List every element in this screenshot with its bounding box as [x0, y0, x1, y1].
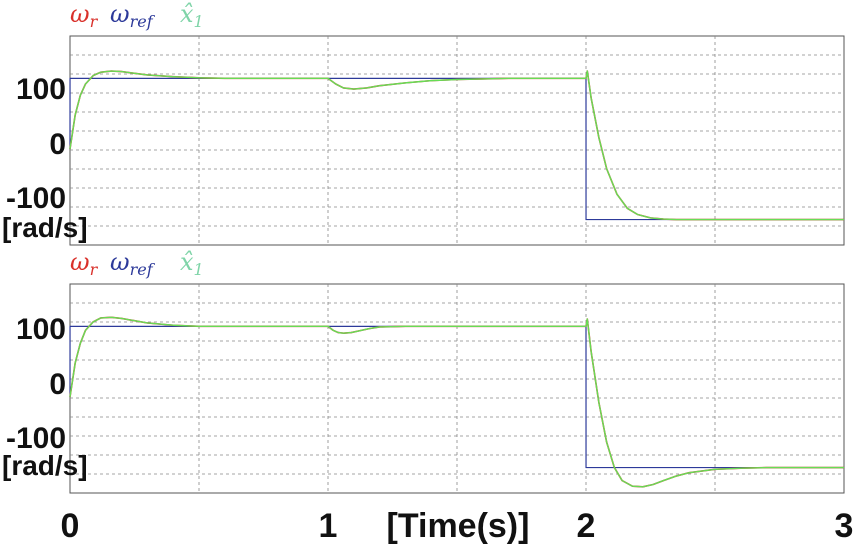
series-line-3 [69, 70, 844, 221]
y-tick-label: 0 [49, 128, 66, 161]
legend-entry-2: ωref [110, 0, 156, 31]
chart-panel-2: 100 0 -100[rad/s] ωr ωref x̂1 0 1 2 3 [Time(s)] [2, 248, 853, 545]
x-tick-label: 2 [577, 507, 596, 545]
legend-entry-3: x̂1 [180, 248, 204, 279]
chart-panel-1: 100 0 -100[rad/s] ωr ωref x̂1 [2, 0, 845, 246]
y-tick-label: 0 [49, 368, 66, 401]
y-axis-unit-label: [rad/s] [2, 212, 88, 243]
x-tick-label: 0 [61, 507, 80, 545]
series-line-3 [69, 316, 844, 488]
x-axis-label: [Time(s)] [387, 507, 530, 545]
x-tick-label: 3 [835, 507, 854, 545]
y-tick-label: 100 [16, 73, 66, 106]
y-tick-label: -100 [6, 422, 66, 455]
y-axis-unit-label: [rad/s] [2, 450, 88, 481]
legend-entry-2: ωref [110, 248, 156, 279]
legend-entry-3: x̂1 [180, 0, 204, 31]
y-tick-label: 100 [16, 313, 66, 346]
legend-entry-1: ωr [70, 0, 99, 31]
legend-entry-1: ωr [70, 248, 99, 279]
y-tick-label: -100 [6, 182, 66, 215]
x-tick-label: 1 [319, 507, 338, 545]
